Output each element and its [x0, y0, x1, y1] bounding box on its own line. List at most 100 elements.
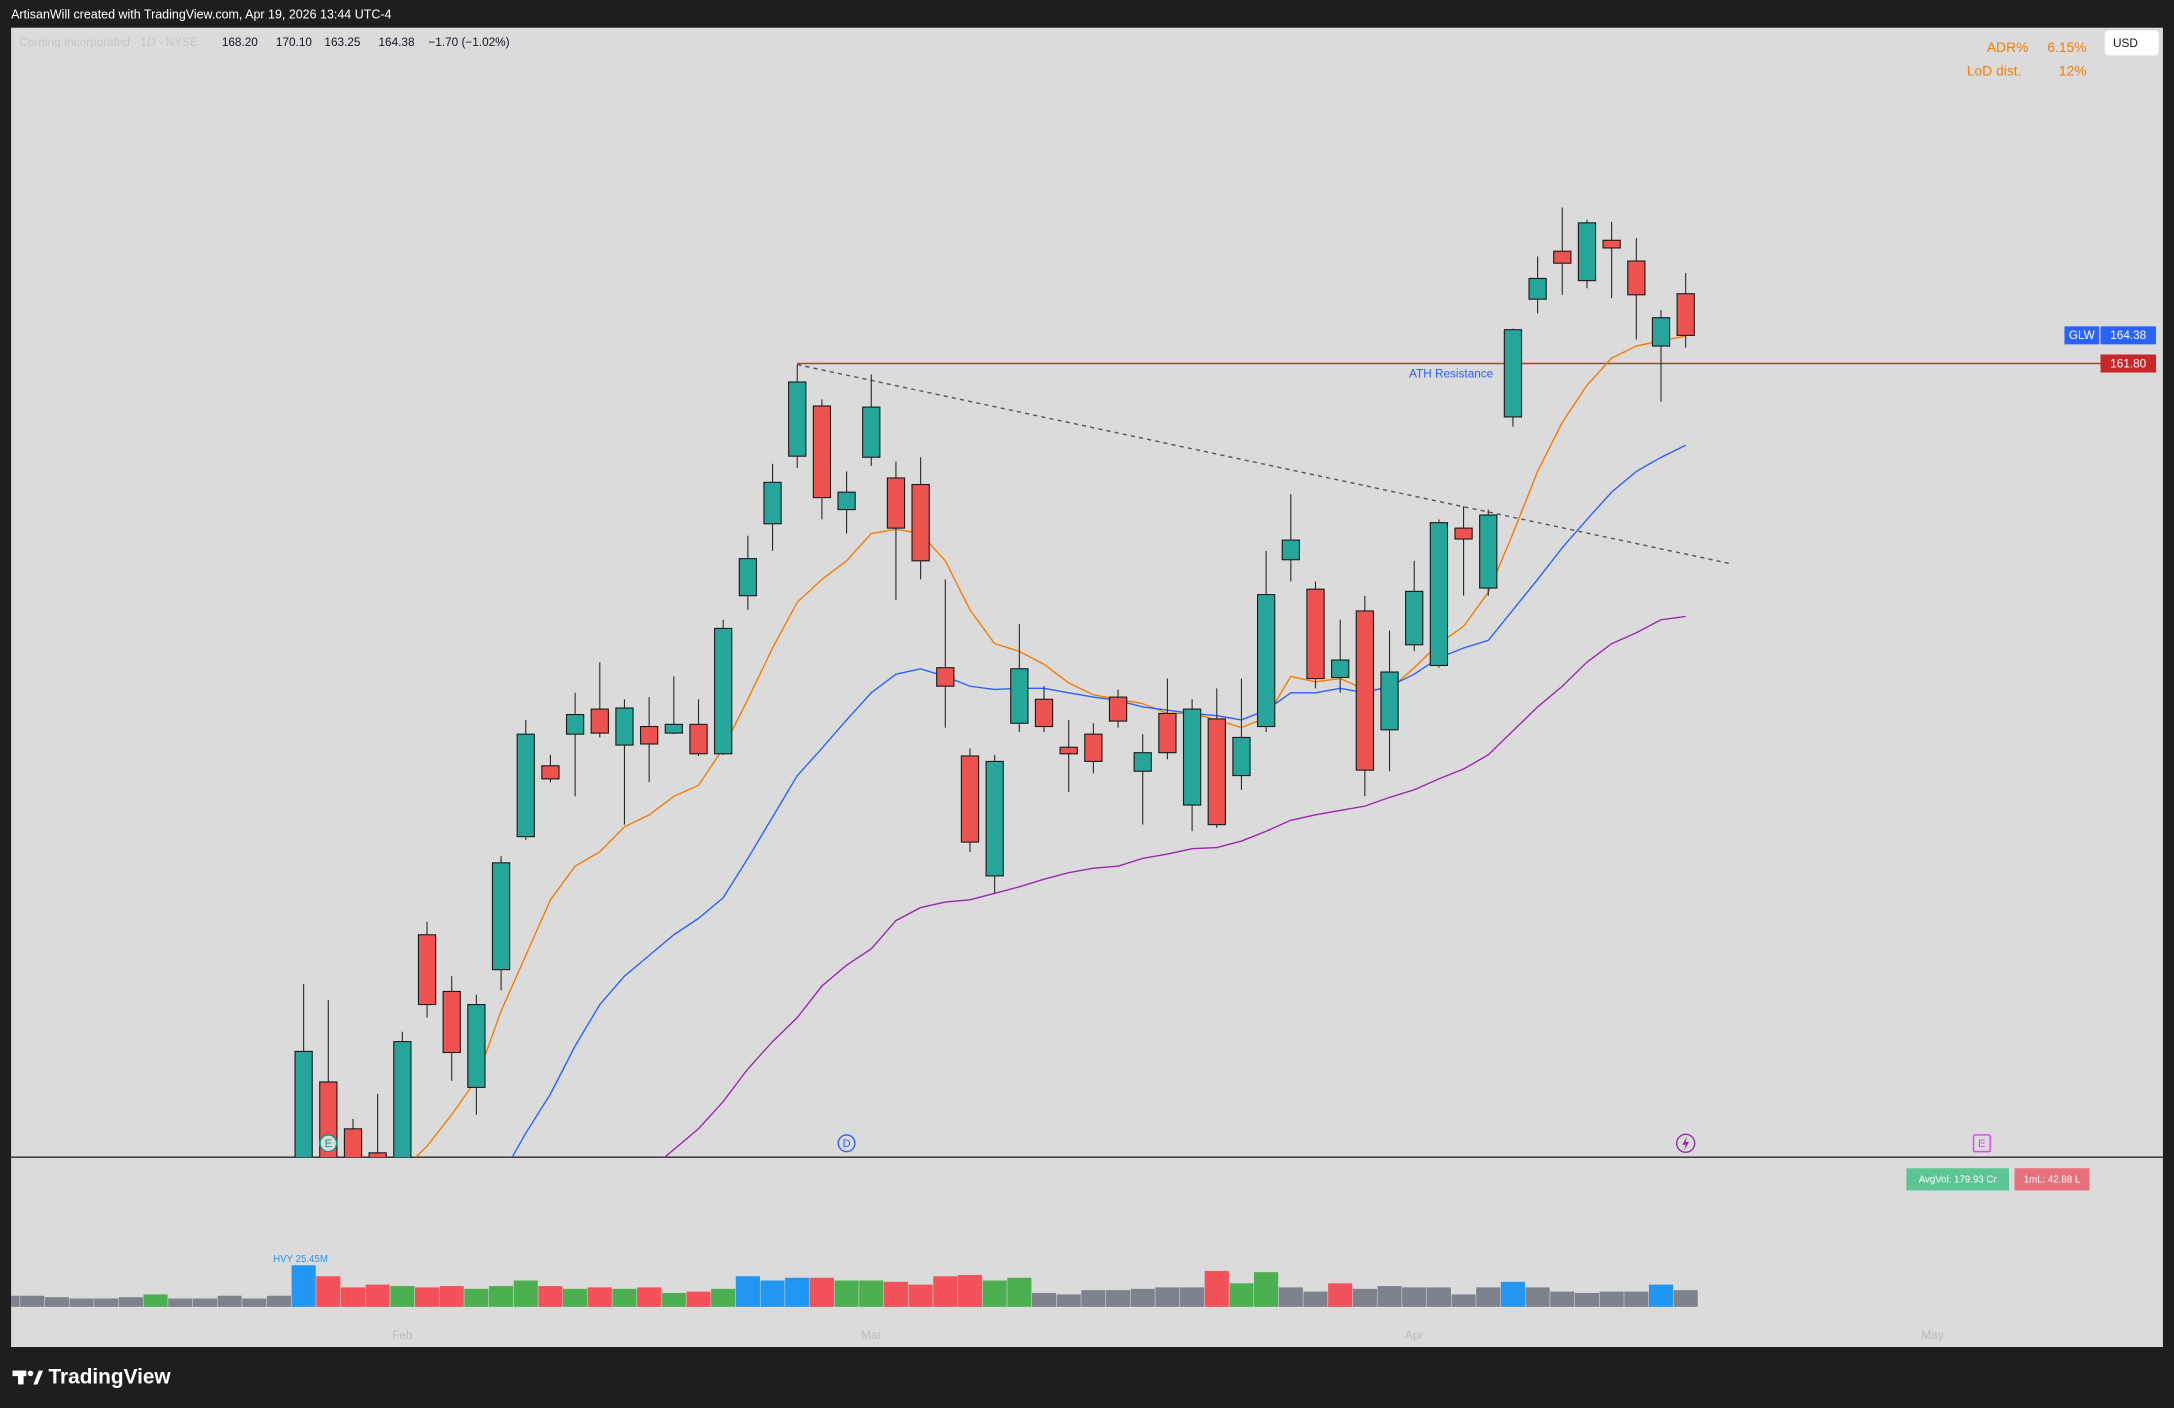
volume-bar: [291, 1265, 316, 1307]
candle-body: [689, 723, 708, 755]
candle-body: [1503, 329, 1523, 418]
event-label: D: [843, 1138, 851, 1150]
candle-body: [1651, 317, 1671, 347]
candle-body: [1010, 668, 1029, 724]
ohlc-value: 170.10: [276, 36, 312, 49]
candle-body: [1158, 712, 1177, 754]
volume-bar: [711, 1288, 736, 1307]
candle-body: [1207, 718, 1226, 826]
volume-bar: [365, 1284, 390, 1307]
level-price-box: [2100, 354, 2156, 373]
volume-bar: [637, 1287, 662, 1307]
symbol-box: [2064, 326, 2100, 345]
volume-bar: [1451, 1294, 1476, 1307]
stat-value: 6.15%: [2047, 39, 2086, 55]
candle-body: [368, 1152, 387, 1158]
candle-body: [763, 481, 782, 525]
volume-peak-label: HVY 25.45M: [273, 1254, 328, 1265]
volume-bar: [1056, 1294, 1081, 1307]
volume-bar: [1574, 1292, 1600, 1307]
candle-body: [343, 1128, 363, 1158]
candle-body: [615, 707, 634, 746]
last-price-box: [2100, 326, 2156, 345]
volume-bar: [217, 1295, 242, 1307]
volume-bar: [266, 1295, 292, 1307]
moving-average: [663, 615, 1686, 1158]
candle-body: [788, 381, 807, 457]
volume-bar: [982, 1280, 1007, 1307]
candle-body: [1133, 752, 1152, 772]
candle-body: [1380, 671, 1399, 731]
volume-bar: [587, 1287, 612, 1307]
price-pane: [294, 207, 2101, 1158]
x-tick-label: Apr: [1405, 1329, 1423, 1342]
candle-body: [886, 477, 906, 529]
logo-mark: [33, 1370, 43, 1385]
x-tick-label: May: [1921, 1329, 1943, 1342]
event-label: E: [1978, 1138, 1985, 1150]
candle-body: [1627, 260, 1646, 296]
volume-bar: [1328, 1283, 1353, 1307]
brand: TradingView: [49, 1366, 172, 1389]
candle-body: [491, 862, 511, 971]
volume-bar: [1673, 1290, 1698, 1307]
volume-bar: [1254, 1272, 1279, 1307]
chart-area: [11, 27, 2163, 1348]
ohlc-value: −1.70 (−1.02%): [428, 36, 509, 49]
candle-body: [1232, 736, 1251, 777]
currency: USD: [2113, 37, 2138, 50]
volume-bar: [1377, 1286, 1402, 1307]
candle-body: [1553, 250, 1572, 264]
candle-body: [1405, 590, 1424, 646]
volume-bar: [69, 1298, 94, 1307]
x-tick-label: Mar: [861, 1329, 881, 1342]
candle-body: [1528, 277, 1547, 300]
volume-bar: [464, 1288, 489, 1307]
event-badge: [319, 1134, 338, 1153]
volume-bar: [1081, 1290, 1106, 1307]
volume-bar: [1007, 1277, 1032, 1307]
volume-bar: [168, 1298, 193, 1307]
currency-box[interactable]: [2104, 30, 2159, 56]
volume-bar: [1155, 1287, 1180, 1307]
volume-bar: [94, 1298, 119, 1307]
candle-body: [1281, 539, 1300, 561]
volume-badge-text: 1mL: 42.88 L: [2024, 1175, 2081, 1186]
moving-average: [414, 335, 1686, 1158]
volume-bar: [1500, 1281, 1525, 1307]
volume-badge-text: AvgVol: 179.93 Cr: [1919, 1175, 1998, 1186]
volume-bar: [686, 1291, 711, 1307]
volume-bar: [1352, 1288, 1377, 1307]
candle-body: [1577, 222, 1597, 282]
candle-body: [1429, 522, 1449, 667]
volume-bar: [883, 1281, 909, 1307]
volume-bar: [735, 1276, 760, 1307]
volume-bar: [1426, 1287, 1451, 1307]
level-name: ATH Resistance: [1409, 368, 1494, 381]
symbol-label: GLW: [2069, 329, 2096, 342]
volume-bar: [1648, 1284, 1674, 1307]
volume-bar: [20, 1295, 45, 1307]
candle-body: [837, 491, 856, 511]
volume-bar: [414, 1287, 440, 1307]
volume-bar: [760, 1280, 785, 1307]
trendline: [797, 363, 1733, 565]
candle-body: [1182, 708, 1202, 806]
candle-body: [516, 733, 535, 838]
stat-label: LoD dist.: [1967, 63, 2022, 79]
candle-body: [1331, 659, 1350, 679]
candle-body: [738, 558, 758, 597]
candle-body: [1602, 239, 1621, 249]
volume-bar: [1599, 1291, 1624, 1307]
volume-bar: [1550, 1291, 1575, 1307]
volume-bar: [957, 1274, 983, 1307]
volume-badge: [1906, 1168, 2010, 1191]
candle-body: [1454, 527, 1473, 540]
stat-value: 12%: [2059, 63, 2087, 79]
volume-bar: [612, 1288, 637, 1307]
last-price: 164.38: [2110, 329, 2146, 342]
volume-bar: [11, 1295, 20, 1307]
symbol-title: Corning Incorporated · 1D · NYSE: [19, 36, 198, 49]
event-label: E: [325, 1138, 332, 1150]
volume-bar: [1229, 1283, 1254, 1307]
